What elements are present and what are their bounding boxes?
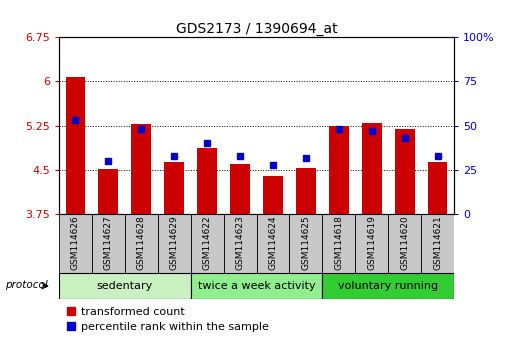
Text: GSM114627: GSM114627 <box>104 215 113 270</box>
Text: GSM114625: GSM114625 <box>301 215 310 270</box>
Text: GSM114620: GSM114620 <box>400 215 409 270</box>
Text: sedentary: sedentary <box>97 281 153 291</box>
Text: GSM114619: GSM114619 <box>367 215 376 270</box>
Bar <box>59 273 191 299</box>
Text: GSM114623: GSM114623 <box>235 215 245 270</box>
Bar <box>92 214 125 273</box>
Text: GSM114618: GSM114618 <box>334 215 343 270</box>
Bar <box>322 273 454 299</box>
Text: GSM114624: GSM114624 <box>268 215 278 269</box>
Bar <box>362 123 382 214</box>
Bar <box>224 214 256 273</box>
Bar <box>158 214 191 273</box>
Bar <box>125 214 158 273</box>
Bar <box>256 214 289 273</box>
Bar <box>191 214 224 273</box>
Title: GDS2173 / 1390694_at: GDS2173 / 1390694_at <box>175 22 338 36</box>
Bar <box>421 214 454 273</box>
Text: GSM114626: GSM114626 <box>71 215 80 270</box>
Bar <box>322 214 355 273</box>
Bar <box>131 125 151 214</box>
Bar <box>66 77 85 214</box>
Bar <box>394 129 415 214</box>
Legend: transformed count, percentile rank within the sample: transformed count, percentile rank withi… <box>65 305 271 334</box>
Bar <box>164 162 184 214</box>
Bar <box>197 148 217 214</box>
Bar <box>191 273 322 299</box>
Text: GSM114622: GSM114622 <box>203 215 212 269</box>
Bar <box>355 214 388 273</box>
Text: voluntary running: voluntary running <box>338 281 438 291</box>
Bar <box>296 168 315 214</box>
Text: GSM114629: GSM114629 <box>170 215 179 270</box>
Bar <box>289 214 322 273</box>
Bar <box>230 164 250 214</box>
Bar <box>329 126 349 214</box>
Bar <box>98 169 118 214</box>
Text: GSM114628: GSM114628 <box>137 215 146 270</box>
Text: protocol: protocol <box>5 280 48 290</box>
Bar <box>263 176 283 214</box>
Bar <box>388 214 421 273</box>
Text: GSM114621: GSM114621 <box>433 215 442 270</box>
Text: twice a week activity: twice a week activity <box>198 281 315 291</box>
Bar <box>428 162 447 214</box>
Bar <box>59 214 92 273</box>
